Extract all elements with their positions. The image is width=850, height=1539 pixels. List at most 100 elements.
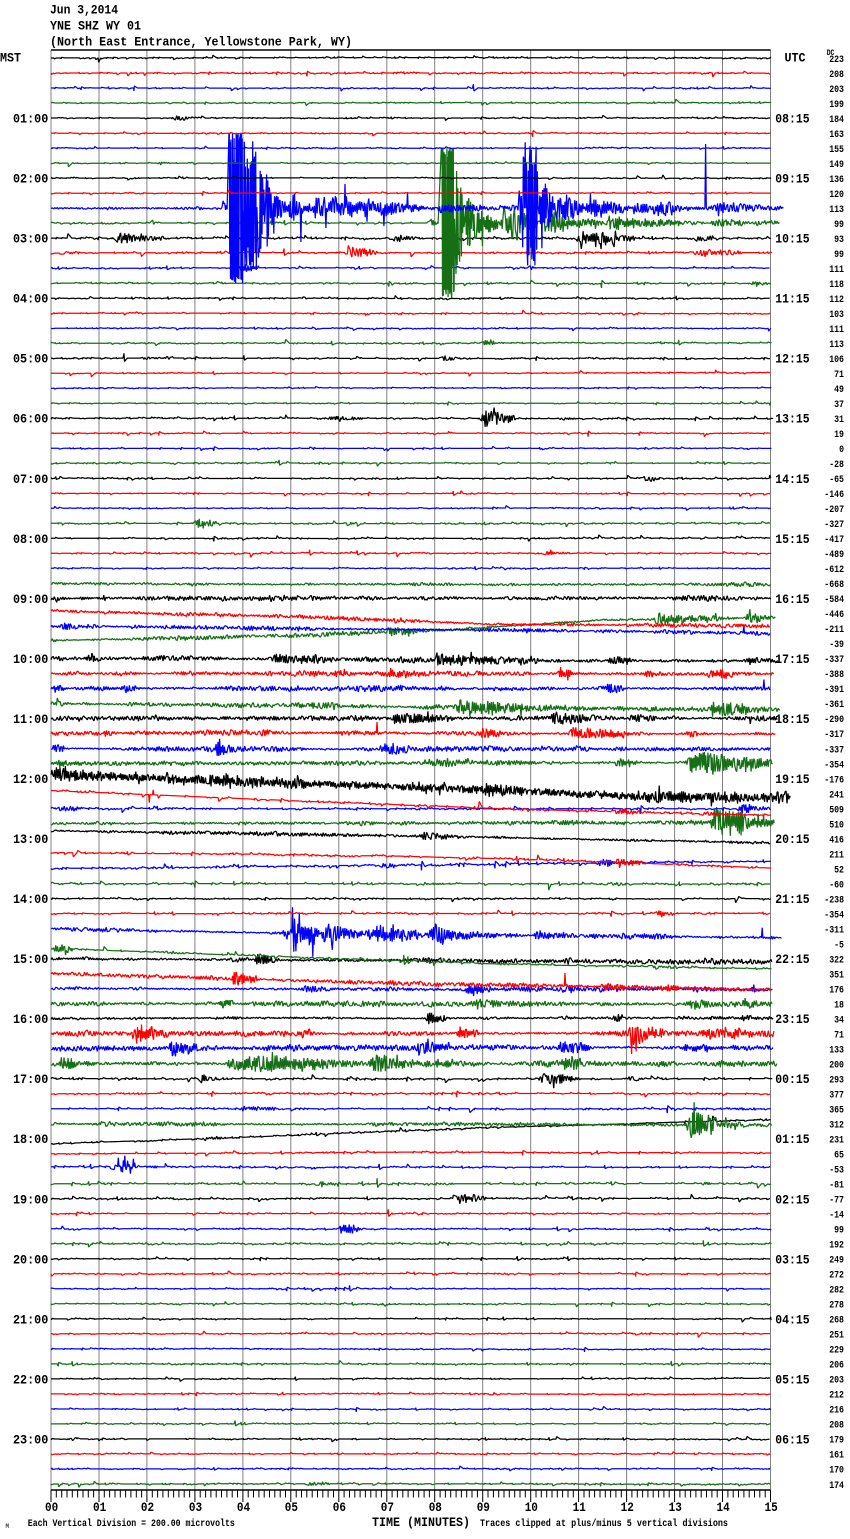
svg-text:-14: -14 (829, 1211, 844, 1222)
svg-text:-176: -176 (824, 775, 844, 786)
svg-text:111: 111 (829, 265, 844, 276)
svg-text:-446: -446 (824, 610, 844, 621)
svg-text:216: 216 (829, 1406, 844, 1417)
svg-text:203: 203 (829, 1376, 844, 1387)
svg-text:-354: -354 (824, 760, 844, 771)
svg-text:249: 249 (829, 1256, 844, 1267)
svg-text:377: 377 (829, 1091, 844, 1102)
svg-text:02: 02 (141, 1500, 154, 1515)
svg-text:10: 10 (525, 1500, 538, 1515)
svg-text:18:00: 18:00 (13, 1132, 48, 1147)
svg-text:113: 113 (829, 340, 844, 351)
svg-text:206: 206 (829, 1361, 844, 1372)
svg-text:15: 15 (765, 1500, 778, 1515)
svg-text:21:15: 21:15 (775, 892, 809, 907)
svg-text:-354: -354 (824, 910, 844, 921)
svg-text:161: 161 (829, 1451, 844, 1462)
svg-text:170: 170 (829, 1466, 844, 1477)
svg-text:208: 208 (829, 70, 844, 81)
svg-text:-311: -311 (824, 925, 844, 936)
svg-text:13:15: 13:15 (775, 412, 809, 427)
svg-text:-28: -28 (829, 460, 844, 471)
svg-text:155: 155 (829, 145, 844, 156)
svg-text:03:15: 03:15 (775, 1252, 809, 1267)
svg-text:-39: -39 (829, 640, 844, 651)
svg-text:176: 176 (829, 985, 844, 996)
svg-text:16:00: 16:00 (13, 1012, 48, 1027)
svg-text:71: 71 (834, 1031, 844, 1042)
svg-text:65: 65 (834, 1151, 844, 1162)
svg-text:07: 07 (381, 1500, 394, 1515)
svg-text:-391: -391 (824, 685, 844, 696)
svg-text:-146: -146 (824, 490, 844, 501)
svg-text:13: 13 (669, 1500, 682, 1515)
svg-text:DC: DC (827, 49, 835, 58)
svg-text:203: 203 (829, 85, 844, 96)
svg-text:20:00: 20:00 (13, 1252, 48, 1267)
svg-text:TIME (MINUTES): TIME (MINUTES) (372, 1515, 470, 1530)
svg-text:-60: -60 (829, 880, 844, 891)
svg-text:113: 113 (829, 205, 844, 216)
svg-text:133: 133 (829, 1046, 844, 1057)
svg-text:14: 14 (717, 1500, 730, 1515)
svg-text:(North East Entrance, Yellowst: (North East Entrance, Yellowstone Park, … (50, 35, 352, 50)
svg-text:00: 00 (45, 1500, 58, 1515)
svg-text:14:15: 14:15 (775, 472, 809, 487)
svg-text:15:00: 15:00 (13, 952, 48, 967)
svg-text:23:15: 23:15 (775, 1012, 809, 1027)
svg-text:71: 71 (834, 370, 844, 381)
svg-text:03:00: 03:00 (13, 232, 48, 247)
svg-text:312: 312 (829, 1121, 844, 1132)
svg-text:208: 208 (829, 1421, 844, 1432)
svg-text:09:00: 09:00 (13, 592, 48, 607)
svg-text:212: 212 (829, 1391, 844, 1402)
svg-text:199: 199 (829, 100, 844, 111)
svg-text:-417: -417 (824, 535, 844, 546)
svg-text:52: 52 (834, 865, 844, 876)
svg-text:-337: -337 (824, 655, 844, 666)
svg-text:241: 241 (829, 790, 844, 801)
svg-text:416: 416 (829, 835, 844, 846)
svg-text:322: 322 (829, 955, 844, 966)
svg-text:02:15: 02:15 (775, 1192, 809, 1207)
svg-text:01:00: 01:00 (13, 112, 48, 127)
svg-text:-388: -388 (824, 670, 844, 681)
svg-text:19:15: 19:15 (775, 772, 809, 787)
svg-text:06: 06 (333, 1500, 346, 1515)
svg-text:YNE SHZ WY 01: YNE SHZ WY 01 (50, 19, 141, 34)
svg-text:149: 149 (829, 160, 844, 171)
svg-text:106: 106 (829, 355, 844, 366)
svg-text:05: 05 (285, 1500, 298, 1515)
svg-text:-327: -327 (824, 520, 844, 531)
svg-text:17:00: 17:00 (13, 1072, 48, 1087)
svg-text:231: 231 (829, 1136, 844, 1147)
svg-text:278: 278 (829, 1301, 844, 1312)
svg-text:09:15: 09:15 (775, 172, 809, 187)
svg-text:365: 365 (829, 1106, 844, 1117)
svg-text:08:15: 08:15 (775, 112, 809, 127)
svg-text:509: 509 (829, 805, 844, 816)
svg-text:229: 229 (829, 1346, 844, 1357)
svg-text:19:00: 19:00 (13, 1192, 48, 1207)
svg-text:08: 08 (429, 1500, 442, 1515)
svg-text:174: 174 (829, 1481, 844, 1492)
svg-text:05:15: 05:15 (775, 1372, 809, 1387)
svg-text:18: 18 (834, 1000, 844, 1011)
svg-text:223: 223 (829, 55, 844, 66)
svg-text:22:15: 22:15 (775, 952, 809, 967)
svg-text:-77: -77 (829, 1196, 844, 1207)
svg-text:01:15: 01:15 (775, 1132, 809, 1147)
svg-text:136: 136 (829, 175, 844, 186)
svg-text:20:15: 20:15 (775, 832, 809, 847)
svg-text:22:00: 22:00 (13, 1372, 48, 1387)
svg-text:21:00: 21:00 (13, 1312, 48, 1327)
svg-text:13:00: 13:00 (13, 832, 48, 847)
svg-text:00:15: 00:15 (775, 1072, 809, 1087)
svg-text:-668: -668 (824, 580, 844, 591)
svg-text:-290: -290 (824, 715, 844, 726)
svg-text:211: 211 (829, 850, 844, 861)
svg-text:04: 04 (237, 1500, 250, 1515)
svg-text:282: 282 (829, 1286, 844, 1297)
svg-text:08:00: 08:00 (13, 532, 48, 547)
svg-text:-337: -337 (824, 745, 844, 756)
